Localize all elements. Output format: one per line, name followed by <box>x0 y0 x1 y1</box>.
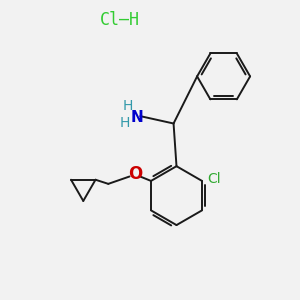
Text: H: H <box>119 116 130 130</box>
Text: Cl: Cl <box>207 172 221 186</box>
Text: O: O <box>128 165 142 183</box>
Text: Cl—H: Cl—H <box>100 11 140 29</box>
Text: N: N <box>130 110 143 125</box>
Text: H: H <box>123 99 133 113</box>
